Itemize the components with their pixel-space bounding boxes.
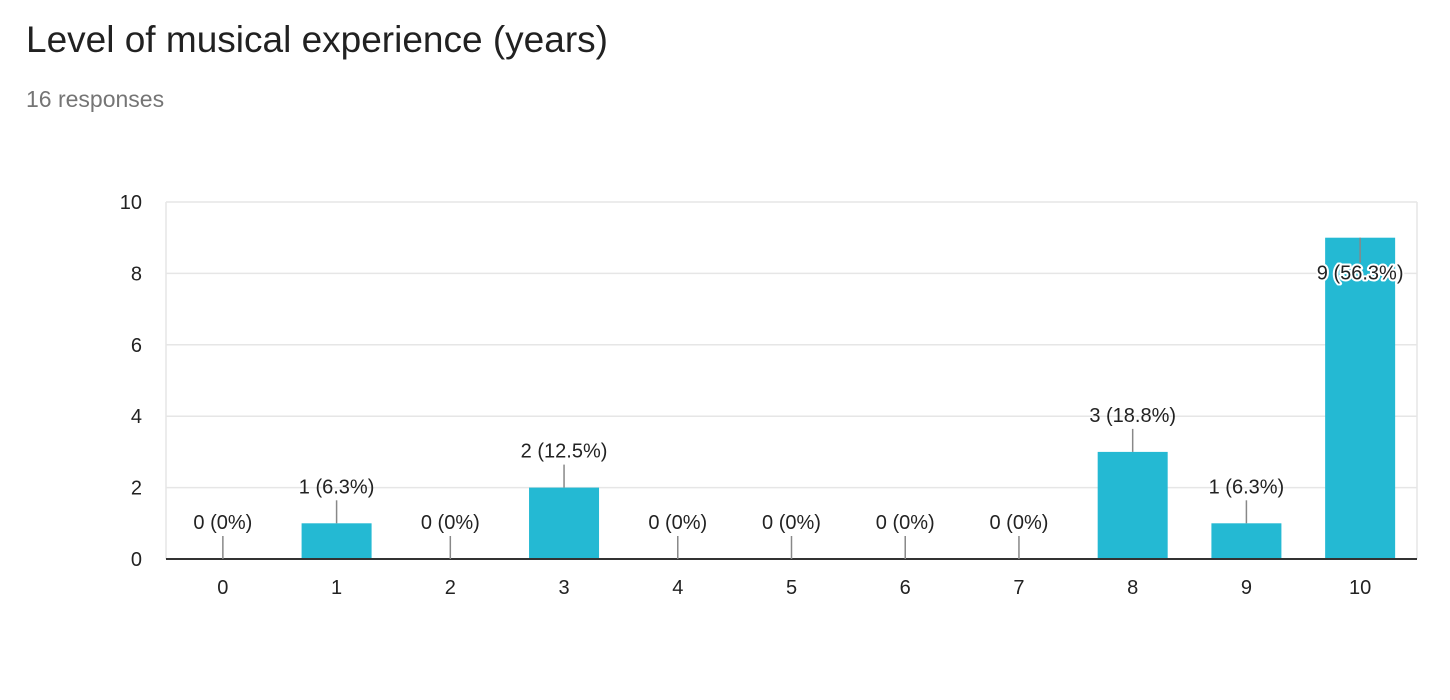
x-tick-label: 2 — [445, 577, 456, 599]
data-label: 0 (0%) — [421, 512, 480, 534]
x-axis-ticks: 0 1 2 3 4 5 6 7 8 9 10 — [217, 577, 1371, 599]
y-tick-label: 10 — [120, 192, 142, 214]
gridlines — [165, 201, 1418, 559]
data-label: 0 (0%) — [762, 512, 821, 534]
data-labels: 0 (0%) 1 (6.3%) 0 (0%) 2 (12.5%) 0 (0%) 0 (0%… — [193, 237, 1405, 559]
y-tick-label: 8 — [131, 263, 142, 285]
bar — [1097, 451, 1168, 559]
y-tick-label: 4 — [131, 406, 142, 428]
x-tick-label: 4 — [672, 577, 683, 599]
data-label: 0 (0%) — [876, 512, 935, 534]
data-label: 2 (12.5%) — [521, 441, 608, 463]
data-label: 0 (0%) — [648, 512, 707, 534]
data-label: 1 (6.3%) — [299, 476, 375, 498]
data-label: 3 (18.8%) — [1089, 405, 1176, 427]
x-tick-label: 0 — [217, 577, 228, 599]
x-tick-label: 1 — [331, 577, 342, 599]
bars — [301, 237, 1396, 559]
x-tick-label: 6 — [900, 577, 911, 599]
bar — [1211, 523, 1282, 559]
chart-title: Level of musical experience (years) — [26, 19, 608, 60]
data-label: 0 (0%) — [193, 512, 252, 534]
response-count: 16 responses — [26, 86, 165, 112]
y-axis-ticks: 0 2 4 6 8 10 — [120, 192, 142, 571]
y-tick-label: 2 — [131, 478, 142, 500]
bar — [1325, 237, 1396, 559]
bar — [301, 523, 372, 559]
x-tick-label: 7 — [1013, 577, 1024, 599]
y-tick-label: 0 — [131, 549, 142, 571]
x-tick-label: 8 — [1127, 577, 1138, 599]
data-label: 0 (0%) — [990, 512, 1049, 534]
x-tick-label: 10 — [1349, 577, 1371, 599]
data-label: 1 (6.3%) — [1209, 476, 1285, 498]
x-tick-label: 5 — [786, 577, 797, 599]
bar — [529, 487, 600, 559]
data-label: 9 (56.3%) — [1317, 263, 1404, 285]
x-tick-label: 3 — [558, 577, 569, 599]
y-tick-label: 6 — [131, 335, 142, 357]
x-tick-label: 9 — [1241, 577, 1252, 599]
